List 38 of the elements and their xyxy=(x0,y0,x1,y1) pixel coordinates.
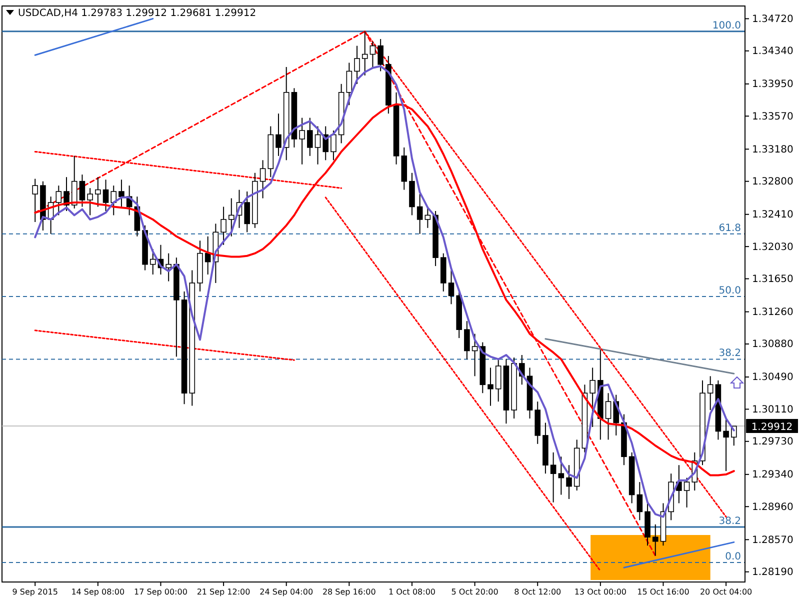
chart-title: USDCAD,H4 1.29783 1.29912 1.29681 1.29912 xyxy=(18,8,256,19)
x-tick-label: 15 Oct 16:00 xyxy=(637,588,690,597)
y-tick-label: 1.31260 xyxy=(752,306,794,318)
y-tick-label: 1.30880 xyxy=(752,339,794,350)
x-tick-label: 28 Sep 16:00 xyxy=(322,588,376,597)
x-tick-label: 1 Oct 08:00 xyxy=(388,588,436,597)
y-tick-label: 1.34720 xyxy=(752,14,794,25)
annotation: 100.0 xyxy=(712,20,741,32)
x-tick-label: 5 Oct 20:00 xyxy=(451,588,498,597)
annotation: 38.2 xyxy=(718,516,741,527)
x-tick-label: 13 Oct 00:00 xyxy=(574,588,626,597)
ref-line-label: 1.29912 xyxy=(751,422,793,433)
y-tick-label: 1.30490 xyxy=(752,372,794,384)
y-tick-label: 1.30110 xyxy=(752,404,794,416)
y-tick-label: 1.34340 xyxy=(752,46,794,58)
y-tick-label: 1.33570 xyxy=(752,111,794,122)
y-tick-label: 1.31650 xyxy=(752,274,794,285)
annotation: 0.0 xyxy=(725,552,741,563)
y-tick-label: 1.32030 xyxy=(752,242,794,253)
y-tick-label: 1.28960 xyxy=(752,502,794,513)
y-tick-label: 1.28570 xyxy=(752,534,794,546)
y-tick-label: 1.32410 xyxy=(752,210,794,221)
y-tick-label: 1.33180 xyxy=(752,144,794,156)
annotation: 38.2 xyxy=(718,348,741,360)
y-tick-label: 1.33950 xyxy=(752,79,794,90)
y-tick-label: 1.29730 xyxy=(752,436,794,448)
x-tick-label: 24 Sep 04:00 xyxy=(260,588,314,597)
y-tick-label: 1.28190 xyxy=(752,567,794,578)
x-tick-label: 21 Sep 12:00 xyxy=(196,588,250,597)
y-tick-label: 1.29340 xyxy=(752,470,794,481)
y-tick-label: 1.32800 xyxy=(752,176,794,188)
x-tick-label: 20 Oct 04:00 xyxy=(700,588,752,597)
x-tick-label: 17 Sep 00:00 xyxy=(134,588,188,597)
x-tick-label: 14 Sep 08:00 xyxy=(71,588,125,597)
x-tick-label: 8 Oct 12:00 xyxy=(514,588,562,597)
annotation: 61.8 xyxy=(718,222,741,234)
annotation: 50.0 xyxy=(718,286,741,297)
x-tick-label: 9 Sep 2015 xyxy=(12,588,58,597)
